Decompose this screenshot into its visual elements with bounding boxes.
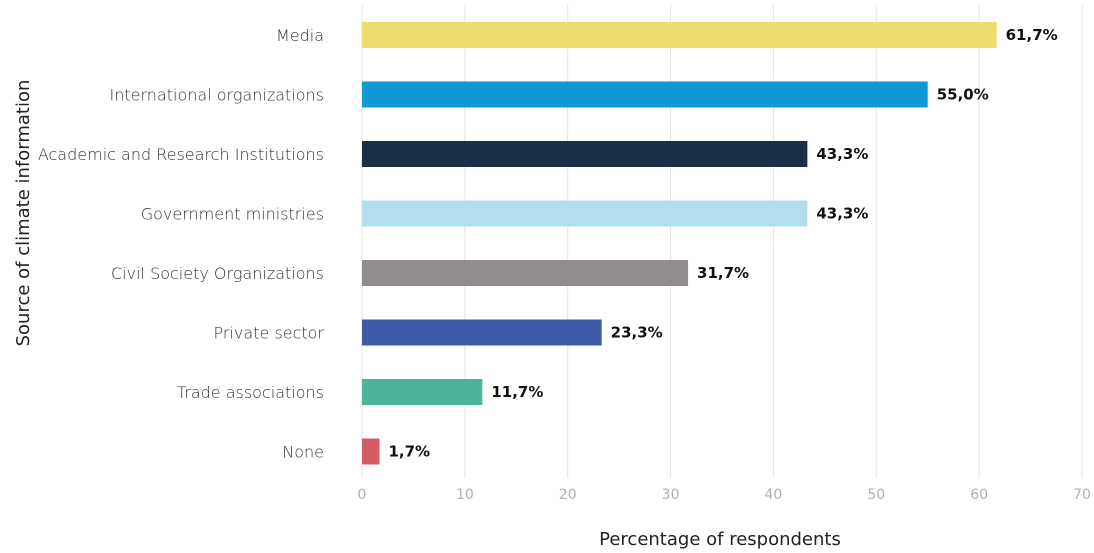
- bar: [362, 319, 602, 346]
- x-tick-label: 10: [456, 487, 474, 503]
- bar: [362, 260, 689, 286]
- bar: [362, 379, 483, 405]
- x-tick-label: 30: [662, 487, 680, 503]
- category-label: Trade associations: [177, 383, 324, 402]
- x-tick-label: 50: [867, 487, 885, 503]
- data-label: 55,0%: [937, 86, 989, 104]
- data-label: 61,7%: [1006, 26, 1058, 44]
- bar: [362, 141, 808, 167]
- category-label: International organizations: [110, 86, 324, 105]
- x-tick-label: 20: [559, 487, 577, 503]
- x-axis-title: Percentage of respondents: [599, 529, 841, 550]
- gridlines: [361, 5, 1083, 478]
- data-label: 11,7%: [491, 383, 543, 401]
- bar: [362, 22, 997, 48]
- bar: [362, 81, 928, 108]
- x-axis-ticks: 0 10 20 30 40 50 60 70: [358, 487, 1091, 503]
- data-label: 31,7%: [697, 264, 749, 282]
- category-label: Private sector: [214, 324, 325, 343]
- data-label: 43,3%: [816, 205, 868, 223]
- category-label: Media: [276, 26, 324, 45]
- x-tick-label: 0: [358, 487, 367, 503]
- x-tick-label: 40: [765, 487, 783, 503]
- category-label: None: [282, 443, 324, 462]
- value-labels: 61,7% 55,0% 43,3% 43,3% 31,7% 23,3% 11,7% 1,7%: [388, 26, 1057, 461]
- category-label: Government ministries: [141, 205, 324, 224]
- x-tick-label: 70: [1073, 487, 1091, 503]
- bar: [362, 200, 808, 227]
- data-label: 1,7%: [388, 443, 430, 461]
- category-labels: Media International organizations Academic…: [38, 26, 325, 462]
- data-label: 23,3%: [611, 324, 663, 342]
- category-label: Civil Society Organizations: [111, 264, 324, 283]
- y-axis-title: Source of climate information: [13, 80, 34, 347]
- bar: [362, 438, 380, 465]
- x-tick-label: 60: [970, 487, 988, 503]
- category-label: Academic and Research Institutions: [38, 145, 324, 164]
- data-label: 43,3%: [816, 145, 868, 163]
- bars: [362, 22, 997, 465]
